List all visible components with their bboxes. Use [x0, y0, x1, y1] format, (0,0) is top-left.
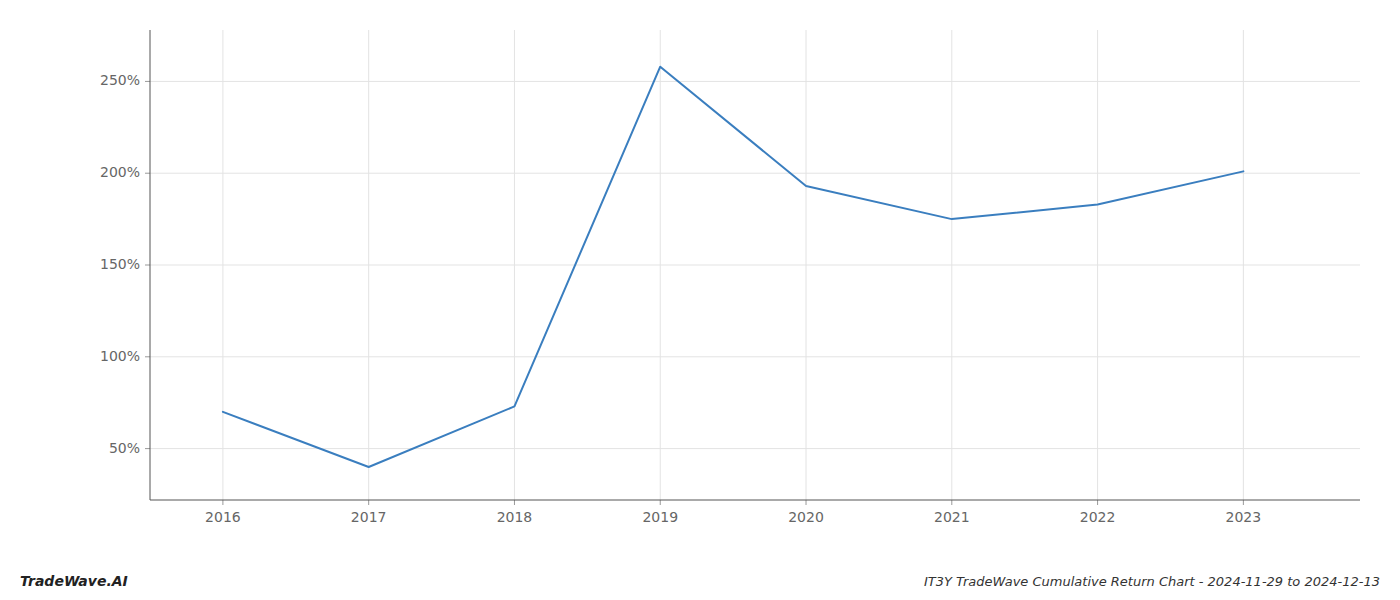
x-grid-line — [222, 30, 223, 500]
x-axis-line — [150, 500, 1360, 501]
x-grid-line — [514, 30, 515, 500]
x-tick — [806, 500, 807, 505]
x-tick — [951, 500, 952, 505]
chart-title: IT3Y TradeWave Cumulative Return Chart -… — [924, 574, 1380, 589]
y-grid-line — [150, 265, 1360, 266]
y-axis-line — [150, 30, 151, 500]
y-tick — [145, 265, 150, 266]
x-grid-line — [951, 30, 952, 500]
y-tick-label: 150% — [100, 256, 140, 272]
x-grid-line — [368, 30, 369, 500]
x-tick-label: 2021 — [934, 509, 970, 525]
y-tick — [145, 356, 150, 357]
x-tick-label: 2022 — [1080, 509, 1116, 525]
x-grid-line — [1097, 30, 1098, 500]
y-tick-label: 250% — [100, 72, 140, 88]
y-tick — [145, 81, 150, 82]
x-tick-label: 2020 — [788, 509, 824, 525]
x-tick-label: 2018 — [497, 509, 533, 525]
x-tick — [222, 500, 223, 505]
chart-svg: 50% 100% 150% 200% 250% 2016 2017 2018 2019 2020 2… — [0, 0, 1400, 600]
y-grid-line — [150, 81, 1360, 82]
x-tick-label: 2016 — [205, 509, 241, 525]
y-tick-label: 50% — [109, 440, 140, 456]
x-tick — [514, 500, 515, 505]
x-tick-label: 2017 — [351, 509, 387, 525]
x-tick — [1097, 500, 1098, 505]
chart-container: 50% 100% 150% 200% 250% 2016 2017 2018 2019 2020 2… — [0, 0, 1400, 600]
watermark: TradeWave.AI — [20, 573, 128, 589]
axes: 50% 100% 150% 200% 250% 2016 2017 2018 2019 2020 2… — [100, 30, 1360, 525]
y-tick — [145, 173, 150, 174]
x-tick-label: 2019 — [642, 509, 678, 525]
plot-area — [223, 67, 1243, 467]
y-grid-line — [150, 173, 1360, 174]
y-tick-label: 100% — [100, 348, 140, 364]
y-tick — [145, 448, 150, 449]
line-series — [223, 67, 1243, 467]
x-tick — [660, 500, 661, 505]
x-grid-line — [806, 30, 807, 500]
y-grid-line — [150, 356, 1360, 357]
x-grid-line — [660, 30, 661, 500]
x-tick — [1243, 500, 1244, 505]
x-tick — [368, 500, 369, 505]
grid — [150, 30, 1360, 500]
x-grid-line — [1243, 30, 1244, 500]
y-tick-label: 200% — [100, 164, 140, 180]
y-grid-line — [150, 448, 1360, 449]
x-tick-label: 2023 — [1226, 509, 1262, 525]
